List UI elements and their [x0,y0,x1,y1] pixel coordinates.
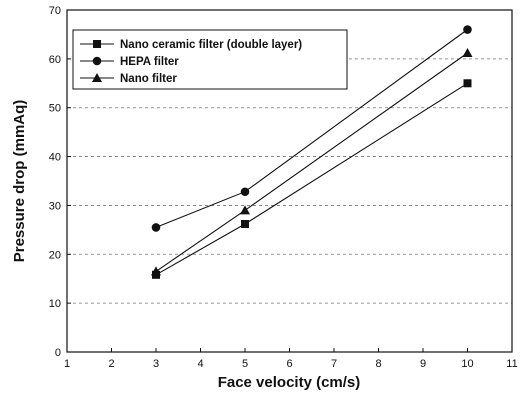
legend-entry: Nano ceramic filter (double layer) [80,39,302,51]
legend-marker-square [93,40,101,48]
y-axis-title: Pressure drop (mmAq) [11,100,28,263]
legend-label: Nano filter [120,73,177,85]
y-tick-label: 50 [49,103,61,115]
series-line [155,82,468,276]
legend-marker-circle [92,56,102,66]
data-point-circle [463,25,472,34]
y-tick-label: 0 [55,347,61,359]
x-tick-label: 9 [420,358,426,370]
x-tick-label: 6 [286,358,292,370]
x-axis-title: Face velocity (cm/s) [218,374,361,391]
x-tick-label: 5 [242,358,248,370]
x-tick-label: 4 [197,358,203,370]
data-point-triangle [240,205,250,215]
y-tick-label: 20 [49,249,61,261]
y-tick-label: 30 [49,200,61,212]
data-point-square [241,219,249,228]
legend-entry: HEPA filter [80,56,179,68]
data-point-circle [240,187,250,197]
x-tick-label: 3 [153,358,159,370]
legend: Nano ceramic filter (double layer) HEPA f… [72,29,348,90]
y-tick-label: 70 [49,5,61,17]
data-point-triangle [462,47,473,57]
y-tick-label: 10 [49,298,61,310]
data-point-square [463,79,472,88]
data-point-circle [151,223,161,232]
series-circle [151,25,472,232]
series-triangle [151,47,473,276]
axis-ticks: 0 10 20 30 40 50 60 70 1 2 3 4 5 6 7 8 9 10 11 [49,5,518,370]
series-group [151,25,473,279]
grid-lines [67,58,512,304]
legend-label: Nano ceramic filter (double layer) [120,39,302,51]
legend-marker-triangle [92,73,102,82]
legend-entry: Nano filter [80,73,177,85]
x-tick-label: 2 [108,358,114,370]
legend-label: HEPA filter [120,56,179,68]
data-point-triangle [151,266,161,276]
y-tick-label: 60 [49,54,61,66]
x-tick-label: 11 [506,358,517,370]
x-tick-label: 7 [331,358,337,370]
series-square [152,79,472,279]
y-tick-label: 40 [49,152,61,164]
x-tick-label: 8 [375,358,381,370]
x-tick-label: 1 [64,358,70,370]
x-tick-label: 10 [461,358,473,370]
legend-box [72,29,348,90]
